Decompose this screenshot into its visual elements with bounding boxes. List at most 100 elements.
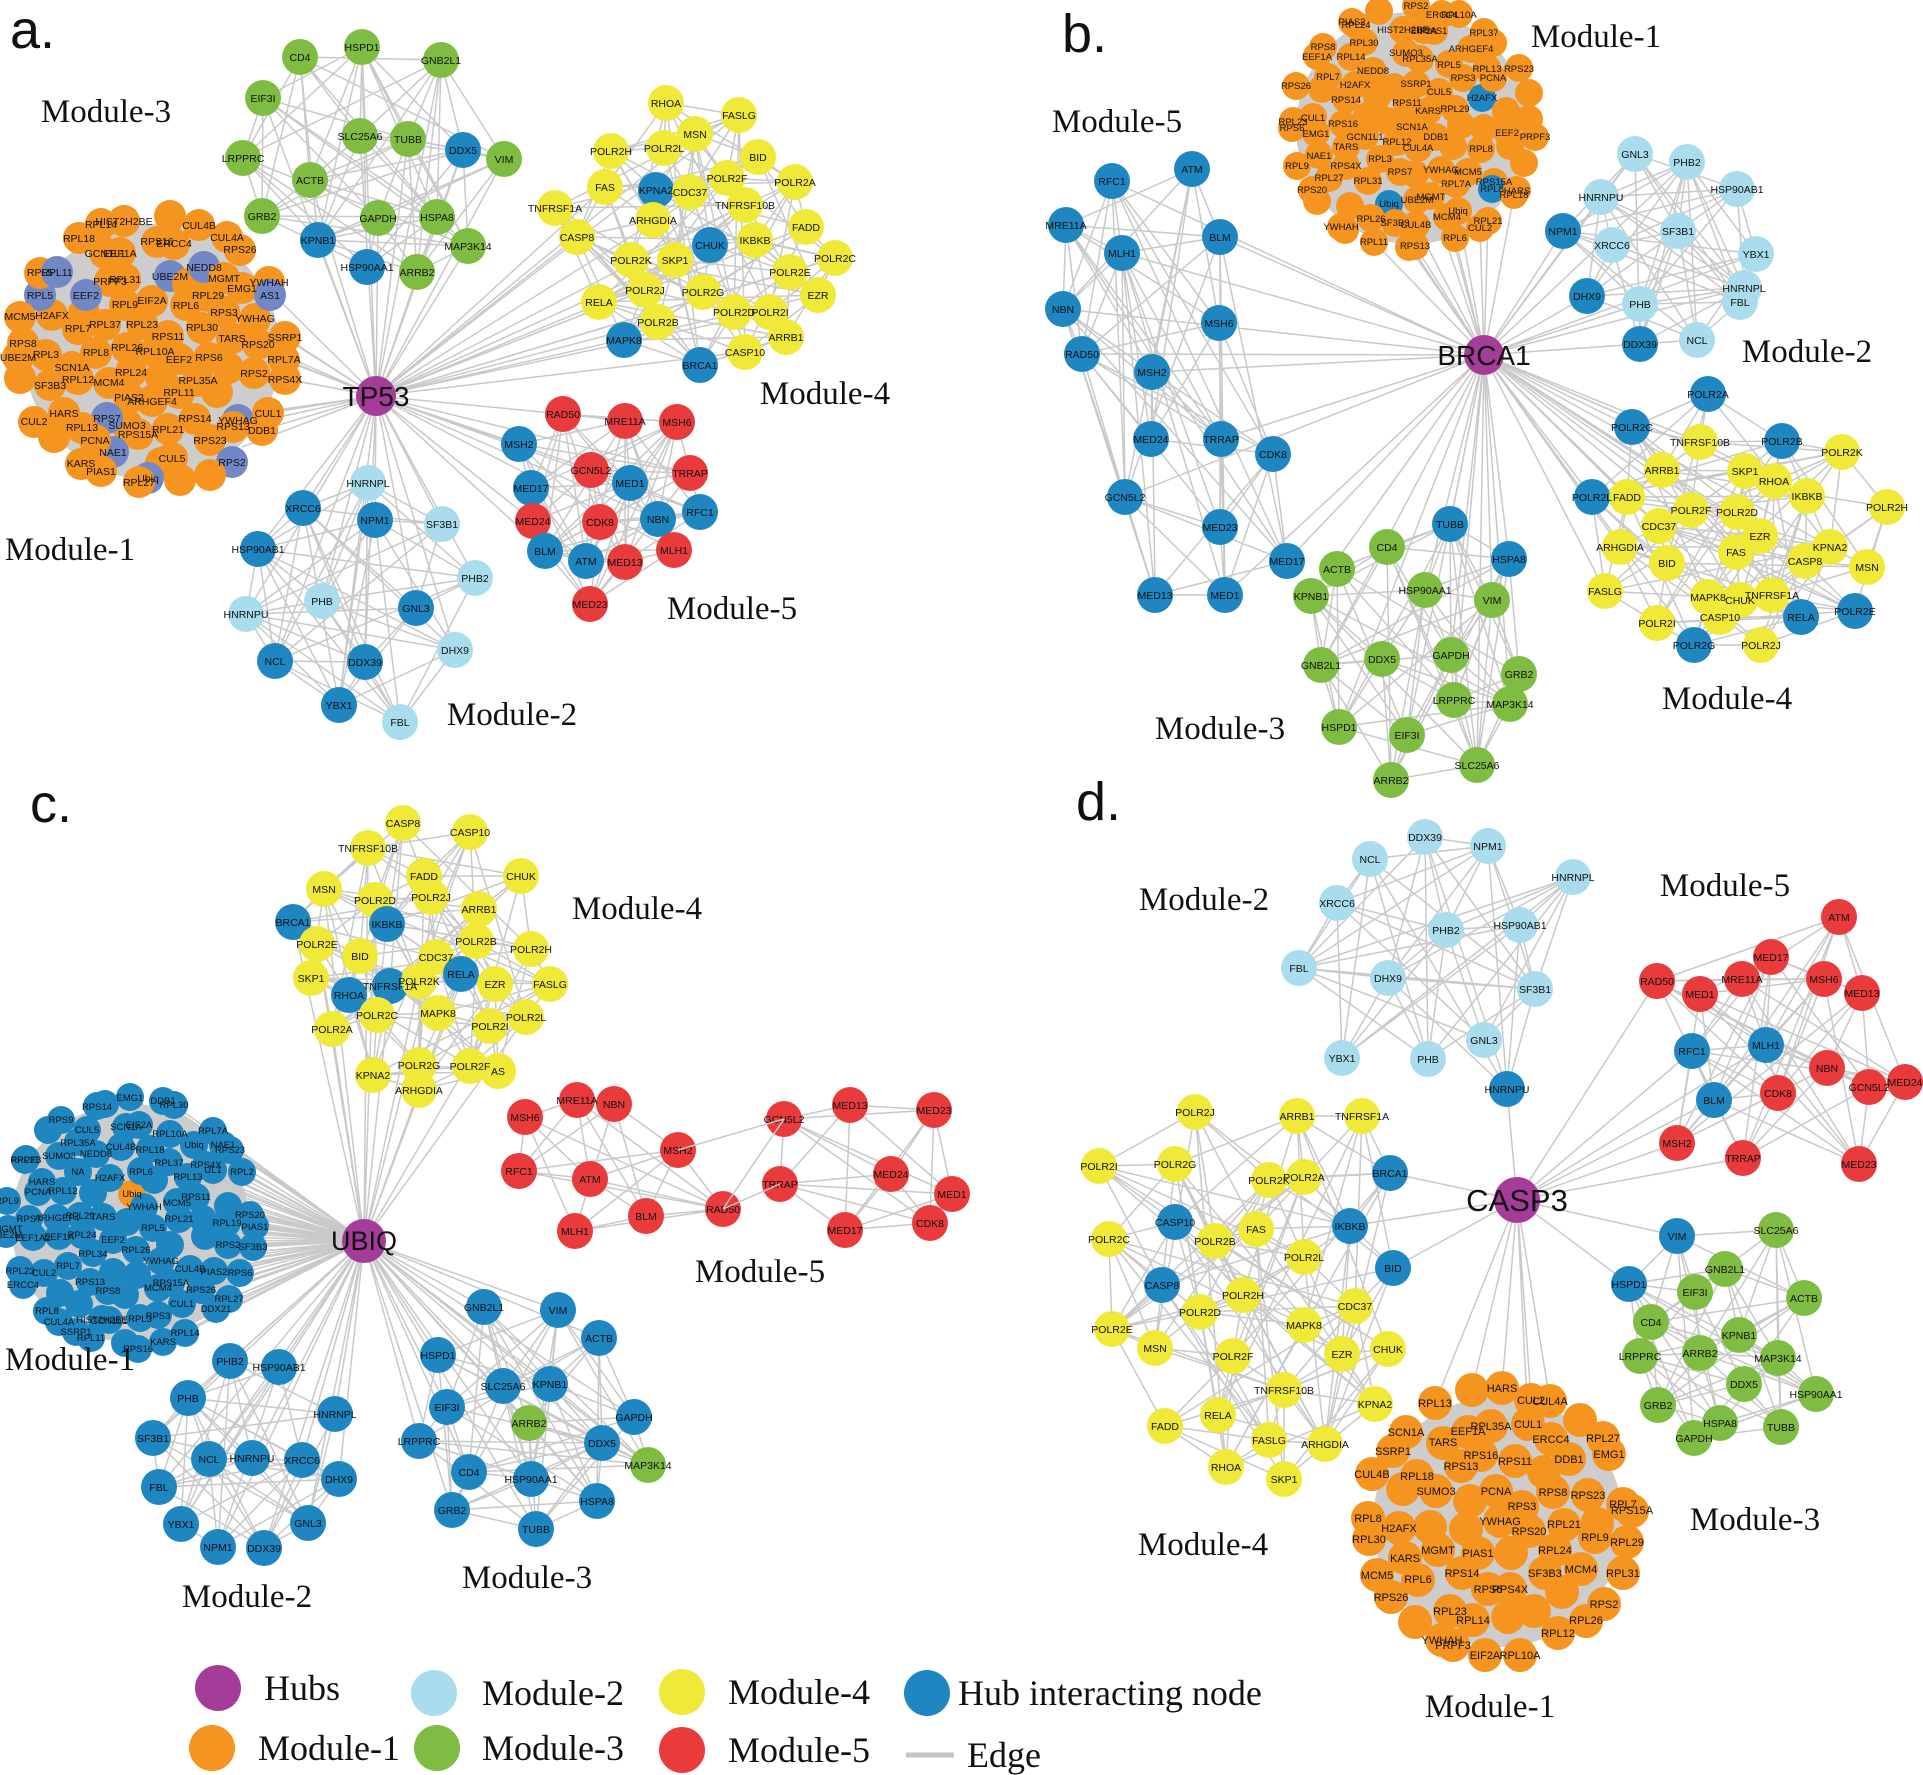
svg-text:TARS: TARS (1334, 142, 1359, 153)
svg-text:GCN1L1: GCN1L1 (91, 1316, 128, 1327)
svg-text:UBE2M: UBE2M (152, 271, 188, 283)
svg-text:POLR2F: POLR2F (1213, 1351, 1254, 1363)
svg-text:ATM: ATM (575, 556, 596, 568)
svg-text:SF3B1: SF3B1 (426, 519, 458, 531)
svg-text:MED17: MED17 (827, 1225, 862, 1237)
svg-text:MSH6: MSH6 (1204, 318, 1233, 330)
svg-text:RPL19: RPL19 (212, 1218, 241, 1229)
svg-text:ACTB: ACTB (585, 1333, 613, 1345)
svg-text:CD4: CD4 (289, 52, 310, 64)
svg-text:RPL29: RPL29 (192, 290, 224, 302)
svg-text:GNL3: GNL3 (294, 1518, 322, 1530)
svg-text:RPS13: RPS13 (1400, 241, 1430, 252)
svg-text:POLR2C: POLR2C (814, 253, 856, 265)
svg-text:TARS: TARS (218, 333, 245, 345)
svg-text:FAS: FAS (595, 182, 615, 194)
svg-text:RPL26: RPL26 (1569, 1615, 1603, 1627)
svg-text:SCN1A: SCN1A (1396, 122, 1428, 133)
svg-text:RPS16: RPS16 (1464, 1450, 1499, 1462)
svg-text:NCL: NCL (1359, 854, 1380, 866)
svg-text:PIAS1: PIAS1 (86, 466, 116, 478)
svg-text:YWHAG: YWHAG (218, 415, 258, 427)
svg-text:POLR2F: POLR2F (1671, 505, 1712, 517)
svg-text:RPS2: RPS2 (1590, 1599, 1619, 1611)
svg-text:RPL18: RPL18 (63, 233, 95, 245)
svg-text:RPS11: RPS11 (1498, 1456, 1532, 1468)
svg-text:BID: BID (749, 152, 767, 164)
svg-text:CUL4B: CUL4B (1401, 220, 1432, 231)
svg-text:RPS8: RPS8 (96, 1286, 121, 1297)
svg-text:POLR2G: POLR2G (1673, 640, 1716, 652)
svg-text:MLH1: MLH1 (561, 1226, 589, 1238)
svg-text:GAPDH: GAPDH (1675, 1433, 1712, 1445)
svg-text:RPS23: RPS23 (193, 435, 226, 447)
svg-text:FBL: FBL (149, 1482, 168, 1494)
svg-text:RFC1: RFC1 (505, 1166, 533, 1178)
svg-text:HNRNPU: HNRNPU (1485, 1084, 1530, 1096)
svg-text:GRB2: GRB2 (248, 211, 277, 223)
svg-text:POLR2H: POLR2H (1222, 1290, 1264, 1302)
svg-text:ARRB2: ARRB2 (1682, 1348, 1717, 1360)
svg-text:TNFRSF10B: TNFRSF10B (338, 843, 398, 855)
svg-text:MCM4: MCM4 (1565, 1564, 1597, 1576)
svg-text:MSN: MSN (1855, 562, 1878, 574)
svg-text:SLC25A6: SLC25A6 (481, 1381, 526, 1393)
svg-text:RFC1: RFC1 (1678, 1046, 1706, 1058)
svg-text:MGMT: MGMT (1421, 1545, 1455, 1557)
svg-text:HARS: HARS (29, 1177, 55, 1188)
svg-text:SKP1: SKP1 (1732, 466, 1759, 478)
svg-text:FAS: FAS (1246, 1224, 1266, 1236)
svg-text:PRPF3: PRPF3 (93, 276, 127, 288)
svg-text:MAP3K14: MAP3K14 (444, 241, 491, 253)
svg-text:FASLG: FASLG (722, 110, 756, 122)
svg-text:POLR2J: POLR2J (1175, 1107, 1215, 1119)
svg-text:POLR2K: POLR2K (1248, 1175, 1289, 1187)
svg-text:POLR2A: POLR2A (1283, 1172, 1324, 1184)
svg-text:CDK8: CDK8 (1764, 1088, 1792, 1100)
svg-text:MAP3K14: MAP3K14 (1754, 1353, 1801, 1365)
svg-text:MCM5: MCM5 (1361, 1570, 1393, 1582)
svg-text:RPL7: RPL7 (56, 1261, 80, 1272)
svg-text:RPL13: RPL13 (1418, 1398, 1452, 1410)
svg-text:RPS16: RPS16 (1328, 119, 1358, 130)
svg-text:RPL37: RPL37 (89, 319, 121, 331)
svg-text:RELA: RELA (447, 969, 474, 981)
svg-text:PHB2: PHB2 (461, 573, 489, 585)
svg-text:TUBB: TUBB (1767, 1422, 1795, 1434)
svg-text:UBE2M: UBE2M (0, 352, 36, 364)
svg-text:Module-2: Module-2 (1139, 882, 1269, 918)
svg-text:HSP90AA1: HSP90AA1 (1398, 585, 1451, 597)
svg-text:SUMO3: SUMO3 (1389, 48, 1423, 59)
svg-text:RPL11: RPL11 (41, 267, 72, 279)
svg-text:HIST2H2BE: HIST2H2BE (76, 1315, 128, 1326)
svg-text:EEF2: EEF2 (101, 1235, 125, 1246)
svg-text:SF3B1: SF3B1 (1662, 226, 1694, 238)
svg-text:MED13: MED13 (607, 557, 642, 569)
svg-text:MSH6: MSH6 (1809, 974, 1838, 986)
svg-text:MED17: MED17 (513, 483, 548, 495)
svg-text:KARS: KARS (1390, 1553, 1420, 1565)
svg-text:RPL7: RPL7 (1316, 72, 1340, 83)
svg-text:RPL27: RPL27 (1586, 1433, 1620, 1445)
svg-text:MED17: MED17 (1753, 952, 1788, 964)
svg-text:HIST2H2BE: HIST2H2BE (1377, 25, 1429, 36)
svg-text:TNFRSF1A: TNFRSF1A (363, 981, 417, 993)
svg-text:RELA: RELA (1204, 1410, 1231, 1422)
svg-text:RPL35A: RPL35A (1402, 54, 1438, 65)
svg-text:RPS23: RPS23 (1571, 1490, 1606, 1502)
svg-text:RPS4X: RPS4X (268, 374, 302, 386)
svg-text:RPL21: RPL21 (1473, 216, 1502, 227)
svg-text:HSP90AA1: HSP90AA1 (340, 262, 393, 274)
svg-text:EZR: EZR (808, 290, 829, 302)
svg-text:Module-1: Module-1 (1425, 1689, 1555, 1725)
svg-text:NCL: NCL (264, 656, 285, 668)
svg-text:FASLG: FASLG (533, 979, 567, 991)
svg-text:FADD: FADD (1613, 492, 1641, 504)
svg-text:PHB: PHB (177, 1393, 199, 1405)
svg-text:MCM4: MCM4 (94, 377, 125, 389)
svg-text:POLR2G: POLR2G (682, 287, 725, 299)
svg-text:RPS13: RPS13 (216, 421, 249, 433)
svg-text:MED1: MED1 (615, 478, 644, 490)
svg-text:RPL7: RPL7 (1609, 1499, 1637, 1511)
svg-text:RPS26: RPS26 (223, 244, 256, 256)
